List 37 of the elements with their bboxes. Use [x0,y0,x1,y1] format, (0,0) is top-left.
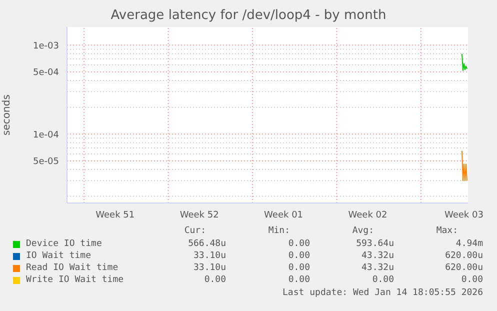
text: 43.32u [361,251,394,261]
text: Last update: Wed Jan 14 18:05:55 2026 [282,288,483,298]
text: 0.00 [204,275,226,285]
y-tick-label: 5e-04 [33,68,60,78]
x-tick-label: Week 03 [444,210,484,220]
y-tick-label: 5e-05 [33,157,59,168]
text: 0.00 [288,275,310,285]
text: 0.00 [372,275,394,285]
text: 33.10u [193,263,226,273]
x-tick-label: Week 01 [264,210,304,220]
chart-title: Average latency for /dev/loop4 - by month [110,8,388,23]
legend-label: Device IO time [26,239,102,249]
x-tick-label: Week 02 [348,210,388,220]
text: 0.00 [288,251,310,261]
y-tick-label: 1e-03 [33,41,59,52]
text: 593.64u [356,239,394,249]
x-tick-label: Week 52 [180,210,219,220]
text: Min: [268,226,290,236]
text: Max: [436,226,458,236]
line-series [461,53,468,71]
text: 566.48u [188,239,226,249]
text: 620.00u [445,263,483,273]
text: 0.00 [461,275,483,285]
text: Cur: [184,226,206,236]
text: Avg: [352,226,374,236]
text: 43.32u [361,263,394,273]
text: 620.00u [445,251,483,261]
legend-label: IO Wait time [26,251,92,261]
text: 0.00 [288,239,310,249]
text: 4.94m [456,239,483,249]
y-tick-label: 1e-04 [33,130,60,140]
legend-label: Write IO Wait time [26,275,124,285]
x-tick-label: Week 51 [96,210,135,220]
y-axis-title: seconds [2,94,13,136]
text: 0.00 [288,263,310,273]
text: 33.10u [193,251,226,261]
legend-label: Read IO Wait time [26,263,118,273]
